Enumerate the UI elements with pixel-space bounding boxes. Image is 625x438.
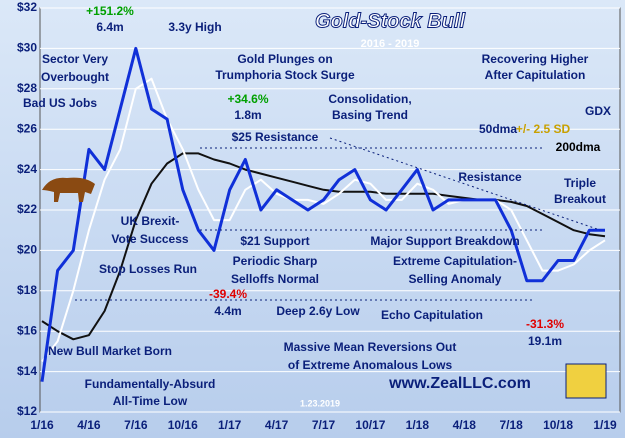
y-tick-label: $24 bbox=[17, 162, 37, 176]
y-tick-label: $12 bbox=[17, 404, 37, 418]
annotation: Overbought bbox=[41, 70, 109, 84]
chart-title: Gold-Stock Bull bbox=[315, 10, 465, 32]
annotation: Vote Success bbox=[111, 232, 188, 246]
annotation: 1.8m bbox=[234, 108, 261, 122]
annotation: Stop Losses Run bbox=[99, 262, 197, 276]
annotation: UK Brexit- bbox=[121, 214, 180, 228]
annotation: Selloffs Normal bbox=[231, 272, 319, 286]
x-tick-label: 7/17 bbox=[312, 418, 336, 432]
y-tick-label: $28 bbox=[17, 81, 37, 95]
x-tick-label: 1/16 bbox=[30, 418, 54, 432]
legend-entry: GDX bbox=[585, 104, 611, 118]
legend-entry: 50dma bbox=[479, 122, 517, 136]
x-tick-label: 1/18 bbox=[406, 418, 430, 432]
y-tick-label: $32 bbox=[17, 0, 37, 14]
annotation: of Extreme Anomalous Lows bbox=[288, 358, 453, 372]
x-tick-label: 10/18 bbox=[543, 418, 573, 432]
annotation: +34.6% bbox=[227, 92, 268, 106]
logo bbox=[565, 363, 607, 399]
series-line bbox=[41, 77, 606, 363]
annotation: -39.4% bbox=[209, 287, 247, 301]
annotation: Major Support Breakdown bbox=[370, 234, 519, 248]
x-tick-label: 10/16 bbox=[168, 418, 198, 432]
chart-subtitle: 2016 - 2019 bbox=[361, 38, 420, 50]
annotation: $21 Support bbox=[240, 234, 309, 248]
x-tick-label: 7/16 bbox=[124, 418, 148, 432]
y-tick-label: $20 bbox=[17, 243, 37, 257]
legend-entry: 200dma bbox=[556, 140, 601, 154]
annotation: Bad US Jobs bbox=[23, 96, 97, 110]
annotation: Fundamentally-Absurd bbox=[85, 377, 216, 391]
annotation: Recovering Higher bbox=[482, 52, 589, 66]
annotation: Basing Trend bbox=[332, 108, 408, 122]
annotation: +/- 2.5 SD bbox=[516, 122, 571, 136]
annotation: 3.3y High bbox=[168, 20, 221, 34]
annotation: 19.1m bbox=[528, 334, 562, 348]
annotation: www.ZealLLC.com bbox=[388, 375, 531, 392]
annotation: Massive Mean Reversions Out bbox=[284, 340, 457, 354]
annotation: Gold Plunges on bbox=[237, 52, 332, 66]
x-tick-label: 10/17 bbox=[355, 418, 385, 432]
annotation: Triple bbox=[564, 176, 596, 190]
x-tick-label: 4/18 bbox=[453, 418, 477, 432]
annotation: All-Time Low bbox=[113, 394, 188, 408]
annotation: 4.4m bbox=[214, 304, 241, 318]
annotation: Trumphoria Stock Surge bbox=[215, 68, 355, 82]
y-tick-label: $30 bbox=[17, 41, 37, 55]
series-line bbox=[41, 152, 606, 341]
annotation: 1.23.2019 bbox=[300, 398, 340, 408]
annotation: Resistance bbox=[458, 170, 522, 184]
x-tick-label: 1/17 bbox=[218, 418, 242, 432]
annotation: -31.3% bbox=[526, 317, 564, 331]
annotation: New Bull Market Born bbox=[48, 344, 172, 358]
annotation: Consolidation, bbox=[328, 92, 411, 106]
annotation: Deep 2.6y Low bbox=[276, 304, 360, 318]
y-tick-label: $22 bbox=[17, 202, 37, 216]
annotation: Sector Very bbox=[42, 52, 108, 66]
annotation: 6.4m bbox=[96, 20, 123, 34]
y-tick-label: $18 bbox=[17, 283, 37, 297]
annotation: $25 Resistance bbox=[232, 130, 319, 144]
annotation: Extreme Capitulation- bbox=[393, 254, 517, 268]
annotation: Echo Capitulation bbox=[381, 308, 483, 322]
annotation: After Capitulation bbox=[485, 68, 586, 82]
annotation: Selling Anomaly bbox=[409, 272, 502, 286]
x-tick-label: 4/17 bbox=[265, 418, 289, 432]
annotation: +151.2% bbox=[86, 4, 134, 18]
annotation: Breakout bbox=[554, 192, 606, 206]
y-tick-label: $26 bbox=[17, 121, 37, 135]
bull-icon bbox=[42, 177, 95, 202]
y-tick-label: $14 bbox=[17, 364, 37, 378]
x-tick-label: 1/19 bbox=[593, 418, 617, 432]
x-tick-label: 4/16 bbox=[77, 418, 101, 432]
annotation: Periodic Sharp bbox=[233, 254, 318, 268]
x-tick-label: 7/18 bbox=[499, 418, 523, 432]
y-tick-label: $16 bbox=[17, 323, 37, 337]
